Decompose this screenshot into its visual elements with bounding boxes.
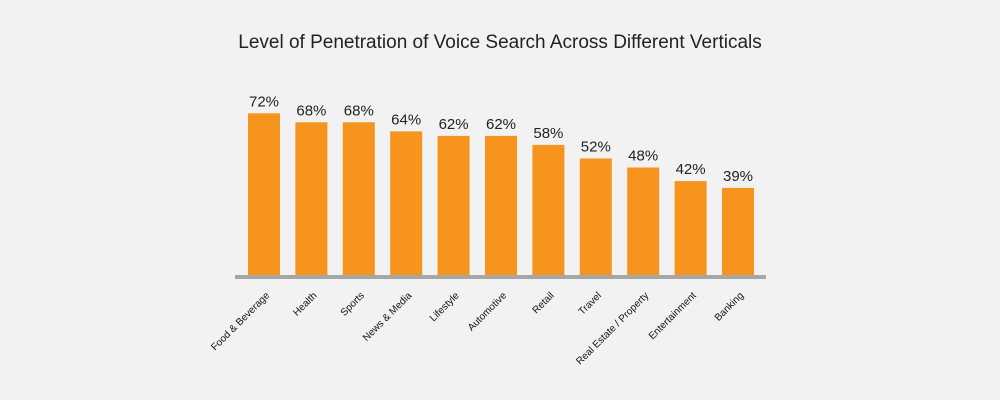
- chart-title: Level of Penetration of Voice Search Acr…: [238, 32, 762, 53]
- tick-label: Travel: [577, 290, 604, 317]
- bar-health: [295, 122, 328, 276]
- bar-retail: [532, 144, 565, 276]
- bar-real-estate-property: [627, 167, 660, 276]
- data-label: 64%: [391, 111, 421, 128]
- bar-food-beverage: [248, 113, 280, 276]
- data-label: 68%: [344, 102, 374, 119]
- tick-label: News & Media: [361, 290, 415, 344]
- data-label: 42%: [676, 161, 706, 178]
- data-label: 48%: [628, 148, 658, 165]
- bar-lifestyle: [437, 135, 470, 276]
- tick-label: Automotive: [466, 290, 509, 333]
- bar-entertainment: [674, 181, 707, 276]
- tick-label: Lifestyle: [428, 290, 462, 324]
- bar-banking: [722, 187, 754, 276]
- tick-label: Banking: [713, 290, 746, 323]
- data-label: 39%: [723, 168, 753, 185]
- data-label: 68%: [296, 102, 326, 119]
- bar-sports: [342, 122, 375, 276]
- tick-label: Sports: [339, 290, 367, 318]
- bars-group: [248, 113, 754, 276]
- data-label: 72%: [249, 93, 279, 110]
- tick-label: Food & Beverage: [209, 290, 272, 353]
- tick-label: Health: [291, 290, 319, 318]
- value-labels-group: 72% 68% 68% 64% 62% 62% 58% 52% 48% 42% 39%: [249, 93, 753, 185]
- data-label: 62%: [439, 116, 469, 133]
- bar-automotive: [485, 135, 517, 276]
- tick-label: Retail: [531, 290, 557, 316]
- data-label: 58%: [533, 125, 563, 142]
- bar-travel: [579, 158, 612, 276]
- data-label: 62%: [486, 116, 516, 133]
- bar-news-media: [390, 131, 423, 276]
- data-label: 52%: [581, 139, 611, 156]
- tick-label: Entertainment: [647, 290, 699, 342]
